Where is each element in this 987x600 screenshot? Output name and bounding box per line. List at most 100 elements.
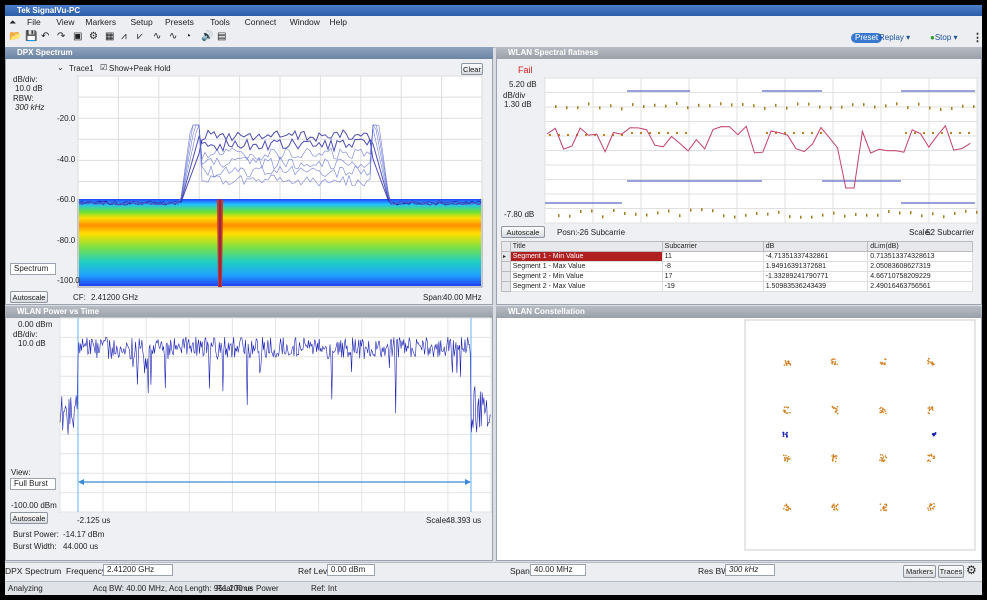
toolbar-icon[interactable]: ∿ [169,31,178,42]
scatter-dot [624,211,626,215]
menu-item[interactable]: Help [329,17,347,27]
scatter-dot [599,106,601,110]
table-row[interactable]: Segment 1 - Max Value -8 1.94916391372681 2… [501,261,973,272]
marker-dot [612,134,614,136]
stop-button[interactable]: ●Stop ▾ [930,33,958,42]
dpx-header: DPX Spectrum [5,47,493,59]
table-row[interactable]: Segment 2 - Min Value 17 -1.33289241790771… [501,271,973,282]
table-cell: Segment 1 - Min Value [509,251,663,262]
toolbar-icon[interactable]: 🔊 [201,31,214,42]
replay-button[interactable]: Replay ▾ [879,33,911,42]
constellation-point [834,456,836,458]
marker-dot [811,132,813,134]
column-header[interactable]: dB [762,241,869,252]
toolbar-icon[interactable]: ▦ [105,31,115,42]
toolbar-icon[interactable]: ▣ [73,31,83,42]
res-bw-field[interactable]: 300 kHz [725,564,775,576]
toolbar-icon[interactable]: ↷ [57,31,66,42]
table-cell: Segment 2 - Max Value [509,281,663,292]
constellation-point [785,362,787,365]
app-menu-icon[interactable]: ⏶ [9,17,17,27]
menu-item[interactable]: Presets [165,17,194,27]
preset-button[interactable]: Preset [851,33,883,43]
constellation-point [882,407,884,410]
y-tick-label: -60.0 [57,195,76,204]
column-header[interactable]: dLim(dB) [867,241,973,252]
constellation-point [786,412,789,414]
dpx-mode-select[interactable]: Spectrum [10,263,56,275]
menu-item[interactable]: View [56,17,75,27]
stop-label: Stop [934,33,952,42]
marker-dot [594,134,596,136]
constellation-point [885,503,888,506]
table-row[interactable]: Segment 2 - Max Value -19 1.50983536243439… [501,281,973,292]
constellation-point [884,410,887,413]
flatness-title: WLAN Spectral flatness [508,48,599,57]
toolbar-icon[interactable]: ⩘ [121,31,127,42]
constellation-point [884,455,887,457]
constellation-point [836,412,839,415]
dpx-autoscale-button[interactable]: Autoscale [10,291,48,303]
marker-dot [793,132,795,134]
scatter-dot [954,211,956,215]
scatter-dot [632,103,634,107]
ref-lev-field[interactable]: 0.00 dBm [327,564,375,576]
constellation-point [882,411,884,414]
toolbar-icon[interactable]: ⩗ [137,31,143,42]
dpx-clear-button[interactable]: Clear [461,63,483,75]
column-header[interactable]: Title [509,241,663,252]
dpx-show-checkbox[interactable]: ☑ [100,63,108,72]
pilot-point [786,435,788,438]
menu-item[interactable]: File [27,17,41,27]
scatter-dot [973,105,975,109]
constellation-point [836,509,839,511]
scatter-dot [555,105,557,109]
constellation-point [881,454,884,456]
scatter-dot [778,210,780,214]
toolbar-icon[interactable]: ⚙ [89,31,98,42]
toolbar-icon[interactable]: 📂 [9,31,22,42]
scatter-dot [808,102,810,106]
table-cell: 1.94916391372681 [762,261,869,272]
pvt-view-select[interactable]: Full Burst [10,478,56,490]
more-menu[interactable]: ⋮ [972,32,982,44]
ref-lev-label: Ref Lev [298,566,328,576]
constellation-point [832,503,835,506]
constellation-point [836,363,839,366]
menu-item[interactable]: Markers [85,17,117,27]
menu-item[interactable]: Connect [244,17,277,27]
toolbar-icon[interactable]: ∿ [153,31,162,42]
toolbar-icon[interactable]: 💾 [25,31,38,42]
constellation-point [787,406,790,409]
flatness-autoscale-button[interactable]: Autoscale [501,226,545,238]
frequency-field[interactable]: 2.41200 GHz [103,564,173,576]
scatter-dot [976,210,978,214]
toolbar-icon[interactable]: ▤ [217,31,227,42]
toolbar-icon[interactable]: ↶ [41,31,50,42]
constellation-point [931,407,933,410]
menu-item[interactable]: Setup [130,17,153,27]
constellation-point [929,507,932,510]
pvt-autoscale-button[interactable]: Autoscale [10,512,48,524]
scatter-dot [833,211,835,215]
column-header[interactable]: Subcarrier [661,241,764,252]
table-row[interactable]: ▸ Segment 1 - Min Value 11 -4.7135133743286… [501,251,973,262]
marker-dot [914,132,916,134]
scatter-dot [698,103,700,107]
flatness-top: 5.20 dB [509,80,537,89]
settings-icon[interactable]: ⚙ [966,563,977,577]
marker-dot [667,132,669,134]
scatter-dot [866,213,868,217]
menu-item[interactable]: Tools [210,17,230,27]
dpx-db-div-label: dB/div: [13,75,38,84]
constellation-point [926,460,929,462]
constellation-point [833,508,836,511]
constellation-point [832,358,835,360]
markers-button[interactable]: Markers [903,565,936,578]
span-field[interactable]: 40.00 MHz [530,564,586,576]
constellation-point [879,503,882,505]
constellation-point [929,460,932,463]
traces-button[interactable]: Traces [938,565,964,578]
toolbar-icon[interactable]: ◔ [185,31,192,42]
menu-item[interactable]: Window [289,17,320,27]
